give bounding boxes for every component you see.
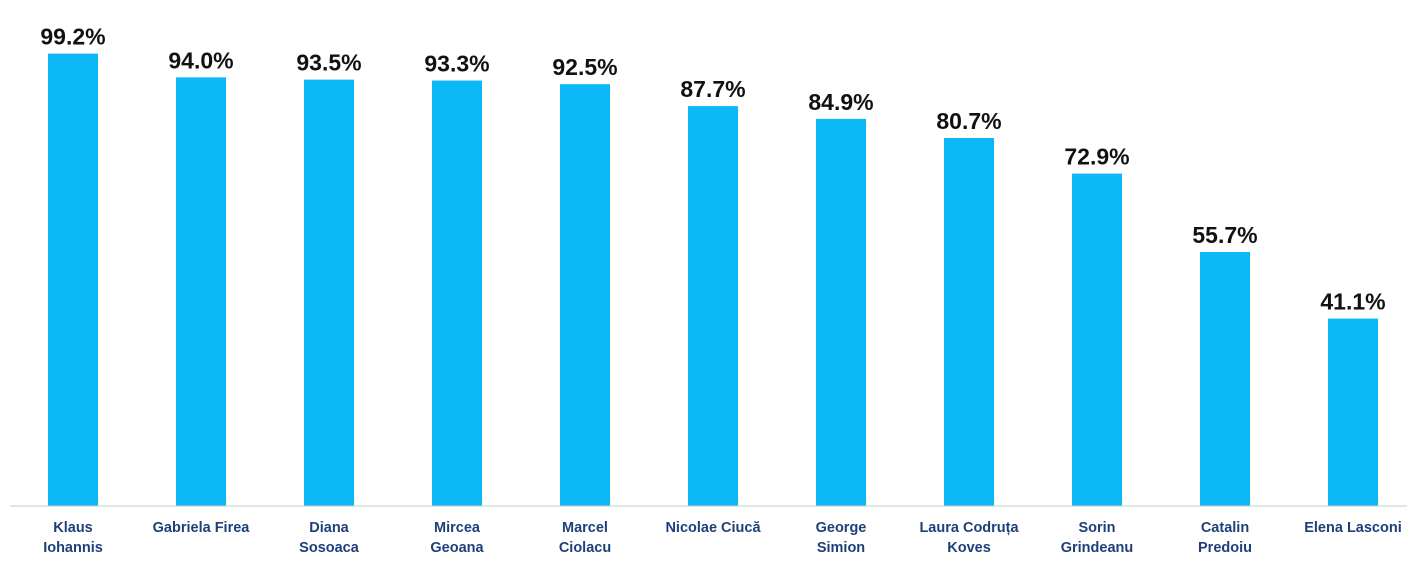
category-label-9: Catalin Predoiu [1198, 520, 1252, 556]
value-label-2: 93.5% [296, 50, 361, 76]
category-label-0: Klaus Iohannis [43, 520, 103, 556]
category-label-line: Mircea [434, 520, 481, 536]
category-label-line: Diana [309, 520, 349, 536]
category-label-line: Sosoaca [299, 540, 360, 556]
category-label-line: Koves [947, 540, 991, 556]
category-label-line: Laura Codruța [919, 520, 1019, 536]
category-label-3: Mircea Geoana [430, 520, 484, 556]
category-label-line: Grindeanu [1061, 540, 1134, 556]
value-label-9: 55.7% [1192, 222, 1257, 248]
category-label-2: Diana Sosoaca [299, 520, 360, 556]
bar-6 [816, 118, 866, 506]
category-labels-layer: Klaus Iohannis Gabriela Firea Diana Sosoaca M… [43, 520, 1402, 556]
bar-0 [48, 53, 98, 506]
category-label-6: George Simion [816, 520, 867, 556]
value-label-1: 94.0% [168, 47, 233, 73]
bar-2 [304, 79, 354, 506]
category-label-line: Iohannis [43, 540, 103, 556]
bar-1 [176, 77, 226, 507]
value-label-4: 92.5% [552, 54, 617, 80]
category-label-line: George [816, 520, 867, 536]
value-label-6: 84.9% [808, 89, 873, 115]
category-label-line: Catalin [1201, 520, 1249, 536]
value-label-0: 99.2% [40, 24, 105, 50]
bar-4 [560, 84, 610, 506]
category-label-5: Nicolae Ciucă [665, 520, 761, 536]
value-labels-layer: 99.2% 94.0% 93.5% 93.3% 92.5% 87.7% 84.9% 80.7%… [40, 24, 1385, 315]
value-label-7: 80.7% [936, 108, 1001, 134]
value-label-8: 72.9% [1064, 144, 1129, 170]
value-label-5: 87.7% [680, 76, 745, 102]
category-label-1: Gabriela Firea [153, 520, 251, 536]
category-label-line: Predoiu [1198, 540, 1252, 556]
category-label-10: Elena Lasconi [1304, 520, 1402, 536]
category-label-4: Marcel Ciolacu [559, 520, 611, 556]
category-label-line: Klaus [53, 520, 93, 536]
category-label-line: Ciolacu [559, 540, 611, 556]
bar-8 [1072, 173, 1122, 507]
bar-5 [688, 106, 738, 506]
value-label-3: 93.3% [424, 51, 489, 77]
category-label-line: Geoana [430, 540, 484, 556]
category-label-line: Elena Lasconi [1304, 520, 1402, 536]
category-label-line: Nicolae Ciucă [665, 520, 761, 536]
bar-9 [1200, 252, 1250, 506]
bar-7 [944, 138, 994, 506]
category-label-line: Simion [817, 540, 865, 556]
category-label-line: Gabriela Firea [153, 520, 251, 536]
category-label-7: Laura Codruța Koves [919, 520, 1019, 556]
category-label-line: Sorin [1078, 520, 1115, 536]
bar-3 [432, 80, 482, 506]
bar-10 [1328, 318, 1378, 506]
value-label-10: 41.1% [1320, 289, 1385, 315]
category-label-8: Sorin Grindeanu [1061, 520, 1134, 556]
bars-layer [48, 53, 1378, 507]
category-label-line: Marcel [562, 520, 608, 536]
